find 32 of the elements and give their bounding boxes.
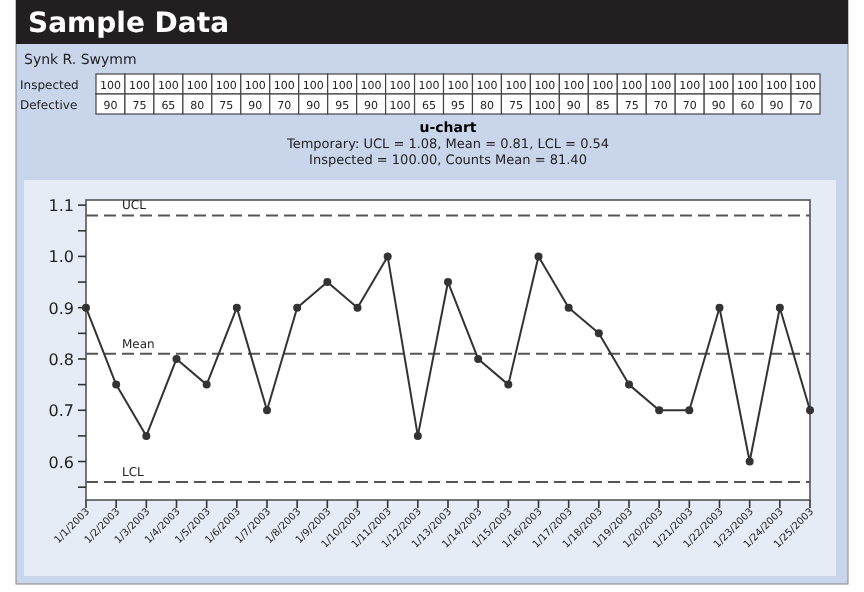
- y-tick-label: 0.8: [48, 350, 74, 369]
- point: [715, 303, 724, 312]
- y-tick-label: 0.6: [48, 453, 74, 472]
- point: [625, 380, 633, 389]
- point: [594, 329, 603, 338]
- chart-title: Sample Data: [28, 8, 230, 40]
- point: [504, 380, 513, 389]
- y-tick-label: 0.7: [48, 402, 74, 421]
- point: [263, 406, 271, 415]
- point: [474, 354, 483, 363]
- point: [293, 303, 302, 312]
- point: [806, 406, 814, 415]
- y-tick-label: 0.9: [48, 299, 74, 318]
- point: [172, 354, 181, 363]
- y-tick-label: 1.1: [48, 197, 74, 216]
- point: [323, 278, 332, 287]
- point: [413, 431, 422, 440]
- point: [655, 406, 664, 415]
- point: [232, 303, 241, 312]
- point: [112, 380, 121, 389]
- point: [564, 303, 573, 312]
- point: [745, 457, 754, 466]
- point: [202, 380, 211, 389]
- point: [685, 406, 694, 415]
- point: [82, 303, 90, 312]
- point: [534, 252, 543, 261]
- point: [142, 431, 151, 440]
- point: [775, 303, 784, 312]
- point: [353, 303, 362, 312]
- point: [444, 278, 452, 287]
- point: [383, 252, 392, 261]
- y-tick-label: 1.0: [48, 248, 74, 267]
